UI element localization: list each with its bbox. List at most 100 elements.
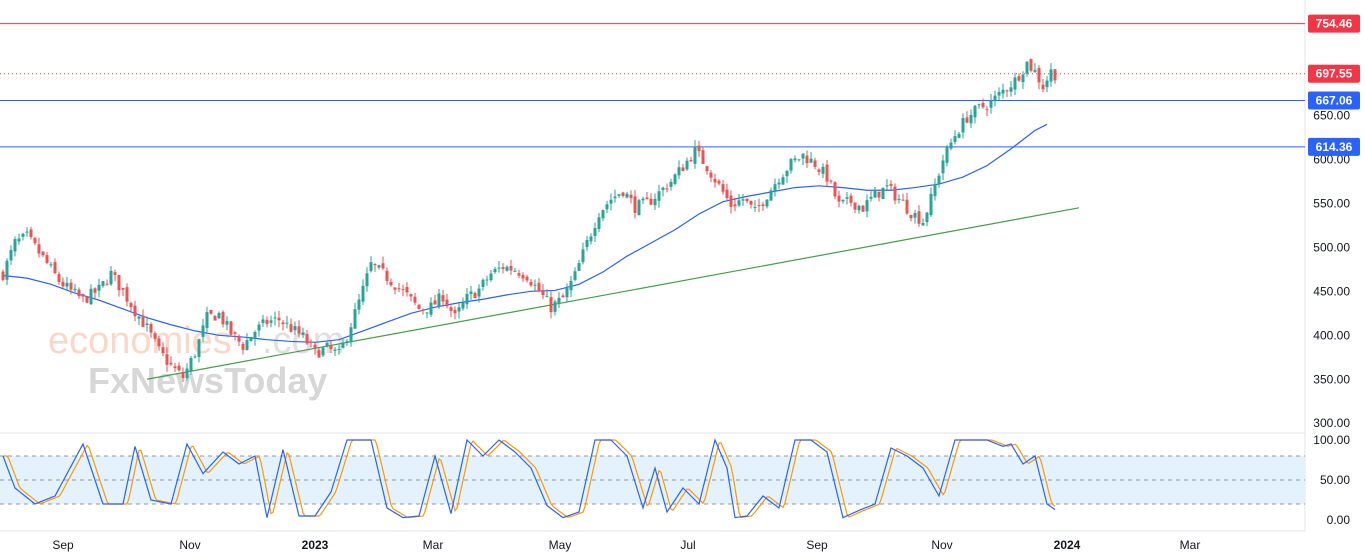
candle-body: [433, 300, 437, 305]
candle-body: [317, 350, 321, 358]
candle-body: [449, 307, 453, 311]
candle: [1033, 63, 1037, 73]
candle-body: [21, 233, 25, 237]
candle: [313, 342, 317, 355]
candle-body: [877, 191, 881, 198]
candle: [925, 212, 929, 227]
candle: [205, 306, 209, 333]
candle: [961, 113, 965, 139]
candle-body: [477, 288, 481, 297]
candle: [861, 205, 865, 212]
candle-body: [901, 199, 905, 201]
candle-body: [453, 309, 457, 314]
candle: [617, 193, 621, 198]
candle-body: [297, 326, 301, 334]
stochastic-axis-tick: 100.00: [1313, 433, 1350, 447]
candle: [505, 265, 509, 272]
candle: [565, 283, 569, 303]
candle-body: [869, 196, 873, 199]
candle: [221, 310, 225, 328]
candle-body: [529, 282, 533, 286]
candle-body: [253, 331, 257, 340]
candle-body: [217, 312, 221, 319]
candle-body: [993, 95, 997, 102]
candle-body: [365, 273, 369, 287]
candle-body: [9, 250, 13, 261]
candle-body: [401, 289, 405, 291]
candle: [877, 191, 881, 202]
candle-body: [805, 155, 809, 164]
watermark-brand-c: FxNewsToday: [88, 360, 327, 401]
candle: [1025, 61, 1029, 77]
candle-body: [273, 317, 277, 319]
candle: [469, 285, 473, 300]
candle: [337, 344, 341, 355]
candle-body: [865, 200, 869, 212]
candle-body: [337, 349, 341, 351]
candle-body: [429, 302, 433, 315]
candle: [77, 287, 81, 299]
candle: [353, 302, 357, 329]
candle: [501, 263, 505, 274]
candle: [721, 179, 725, 195]
time-axis-tick: Mar: [423, 538, 444, 552]
candle-body: [41, 251, 45, 256]
candle-body: [349, 327, 353, 343]
candle: [309, 339, 313, 348]
candle-body: [569, 280, 573, 291]
candle: [493, 266, 497, 274]
candle-body: [753, 206, 757, 208]
level-tag-label-0: 754.46: [1316, 17, 1353, 31]
stochastic-k-line: [2, 438, 1056, 519]
candle: [561, 293, 565, 298]
candle: [805, 150, 809, 168]
candle: [73, 283, 77, 292]
candle-body: [81, 294, 85, 297]
candle-body: [525, 276, 529, 281]
candle-body: [777, 182, 781, 185]
candle-body: [17, 238, 21, 242]
candle-body: [333, 349, 337, 351]
candle: [401, 284, 405, 297]
candle: [701, 146, 705, 164]
candle: [169, 356, 173, 366]
candle-body: [1025, 61, 1029, 74]
candle: [37, 237, 41, 258]
candle: [781, 174, 785, 185]
candle-body: [309, 341, 313, 343]
candle-body: [953, 136, 957, 142]
candle: [373, 263, 377, 272]
candle: [997, 87, 1001, 101]
candle-body: [209, 309, 213, 314]
candle-body: [181, 372, 185, 379]
trend-line[interactable]: [146, 207, 1080, 380]
candle: [397, 283, 401, 293]
candle: [217, 311, 221, 320]
candle-body: [645, 197, 649, 200]
price-axis-tick: 550.00: [1313, 196, 1350, 210]
candle: [241, 341, 245, 355]
candle-body: [57, 274, 61, 282]
candle: [453, 306, 457, 320]
price-axis-tick: 650.00: [1313, 109, 1350, 123]
candle: [509, 259, 513, 276]
candle: [969, 109, 973, 128]
candle-body: [917, 211, 921, 224]
candle: [985, 106, 989, 117]
candle-body: [585, 239, 589, 248]
candle-body: [1, 271, 5, 280]
candle-body: [437, 293, 441, 307]
candle: [549, 291, 553, 319]
candle-body: [617, 194, 621, 196]
candle: [1001, 83, 1005, 99]
candle-body: [921, 222, 925, 226]
candle: [665, 183, 669, 193]
candle: [29, 226, 33, 240]
candle-body: [801, 153, 805, 159]
candle-body: [1045, 80, 1049, 88]
candle: [681, 163, 685, 172]
candle: [649, 193, 653, 206]
candle-body: [773, 184, 777, 191]
candle: [677, 160, 681, 180]
candle-body: [109, 270, 113, 285]
